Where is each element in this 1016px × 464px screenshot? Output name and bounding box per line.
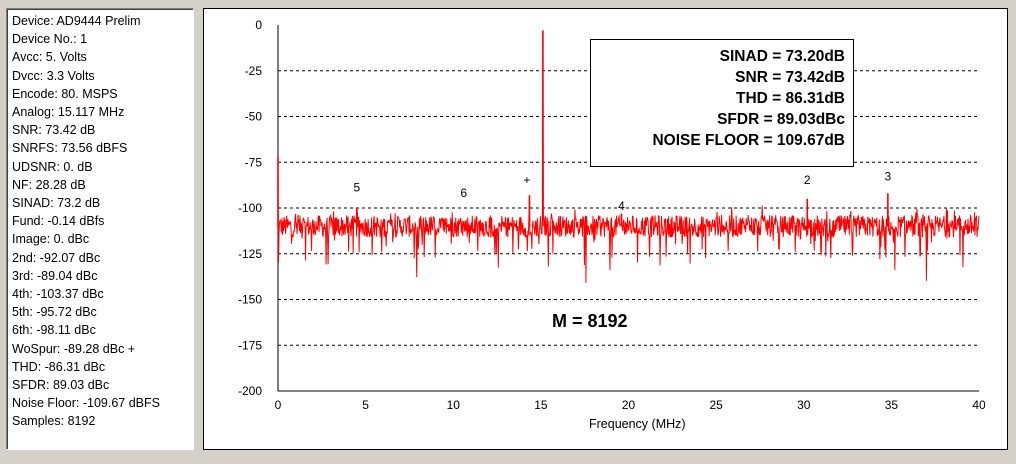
y-tick-label: -100 xyxy=(238,201,262,215)
y-tick-label: -150 xyxy=(238,293,262,307)
x-tick-label: 5 xyxy=(362,398,369,412)
spectrum-plot: 0 -25 -50 -75 -100 -125 -150 -175 -200 0 5 10 15 20 25… xyxy=(203,8,1008,450)
stat-line: SNR = 73.42dB xyxy=(735,69,845,86)
harmonic-label: 6 xyxy=(460,186,467,200)
info-line: Encode: 80. MSPS xyxy=(12,86,118,101)
info-line: Noise Floor: -109.67 dBFS xyxy=(12,396,160,411)
info-line: Device: AD9444 Prelim xyxy=(12,14,141,28)
info-line: 6th: -98.11 dBc xyxy=(12,323,96,338)
y-tick-label: -125 xyxy=(238,247,262,261)
x-tick-label: 30 xyxy=(797,398,811,412)
info-line: Avcc: 5. Volts xyxy=(12,50,87,65)
harmonic-label: 3 xyxy=(885,170,892,184)
info-line: SINAD: 73.2 dB xyxy=(12,196,101,211)
info-line: Analog: 15.117 MHz xyxy=(12,105,125,120)
stat-line: THD = 86.31dB xyxy=(736,90,845,107)
y-tick-label: -75 xyxy=(245,155,263,169)
y-tick-label: 0 xyxy=(255,18,262,32)
info-line: SNR: 73.42 dB xyxy=(12,123,96,138)
info-line: SFDR: 89.03 dBc xyxy=(12,378,110,393)
info-line: 2nd: -92.07 dBc xyxy=(12,250,101,265)
harmonic-label: + xyxy=(523,173,530,187)
info-line: 3rd: -89.04 dBc xyxy=(12,268,98,283)
x-tick-label: 20 xyxy=(622,398,636,412)
stat-line: SFDR = 89.03dBc xyxy=(717,111,845,128)
harmonic-label: 2 xyxy=(804,173,811,187)
stat-line: NOISE FLOOR = 109.67dB xyxy=(652,132,845,149)
stats-box: SINAD = 73.20dB SNR = 73.42dB THD = 86.31d… xyxy=(590,39,854,167)
x-tick-label: 0 xyxy=(275,398,282,412)
x-tick-label: 10 xyxy=(447,398,461,412)
y-tick-label: -25 xyxy=(245,64,263,78)
info-line: Samples: 8192 xyxy=(12,414,96,429)
spectrum-trace xyxy=(277,30,980,283)
x-tick-label: 35 xyxy=(885,398,899,412)
info-line: Device No.: 1 xyxy=(12,32,88,47)
m-label: M = 8192 xyxy=(552,311,628,331)
info-panel: Device: AD9444 Prelim Device No.: 1 Avcc: … xyxy=(6,8,194,450)
x-tick-label: 15 xyxy=(534,398,548,412)
info-line: UDSNR: 0. dB xyxy=(12,159,93,174)
info-line: NF: 28.28 dB xyxy=(12,177,86,192)
harmonic-label: 4 xyxy=(618,199,625,213)
x-tick-label: 40 xyxy=(972,398,986,412)
info-line: 4th: -103.37 dBc xyxy=(12,287,104,302)
x-axis-label: Frequency (MHz) xyxy=(589,417,686,431)
info-line: Image: 0. dBc xyxy=(12,232,90,247)
y-tick-label: -175 xyxy=(238,338,262,352)
stat-line: SINAD = 73.20dB xyxy=(719,48,845,65)
x-tick-label: 25 xyxy=(709,398,723,412)
info-line: Dvcc: 3.3 Volts xyxy=(12,68,95,83)
harmonic-label: 5 xyxy=(354,181,361,195)
info-line: Fund: -0.14 dBfs xyxy=(12,214,105,229)
info-line: 5th: -95.72 dBc xyxy=(12,305,97,320)
y-tick-label: -200 xyxy=(238,384,262,398)
info-line: SNRFS: 73.56 dBFS xyxy=(12,141,128,156)
y-tick-label: -50 xyxy=(245,110,263,124)
info-line: WoSpur: -89.28 dBc + xyxy=(12,341,136,356)
info-line: THD: -86.31 dBc xyxy=(12,359,106,374)
